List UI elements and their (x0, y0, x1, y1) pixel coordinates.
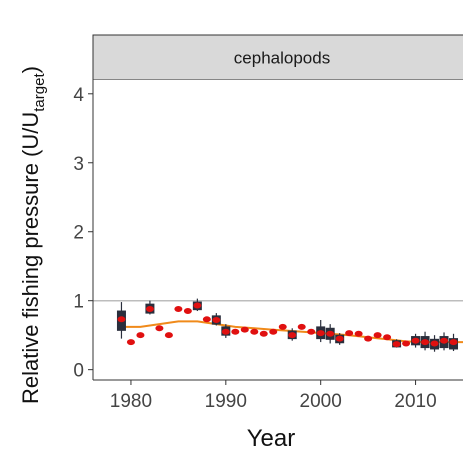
data-marks (116, 298, 463, 352)
y-axis-title-subscript: target (31, 73, 48, 112)
data-point (136, 332, 145, 339)
data-point (155, 325, 164, 332)
data-point (240, 326, 249, 333)
panel-background (93, 80, 463, 380)
data-point (364, 335, 373, 342)
data-point (164, 332, 173, 339)
data-point (307, 328, 316, 335)
y-axis-title-main: Relative fishing pressure (U/U (18, 112, 43, 404)
facet-strip (92, 34, 463, 81)
data-point (183, 308, 192, 315)
facet-strip-label: cephalopods (234, 49, 330, 68)
data-point (288, 332, 297, 339)
x-tick-label: 1990 (205, 391, 247, 412)
data-point (259, 330, 268, 337)
data-point (117, 316, 126, 323)
x-tick-label: 2000 (300, 391, 342, 412)
y-axis-title-close: ) (18, 66, 43, 73)
data-point (345, 330, 354, 337)
y-axis-title: Relative fishing pressure (U/Utarget) (18, 66, 48, 404)
data-point (392, 341, 401, 348)
data-point (145, 305, 154, 312)
data-point (221, 328, 230, 335)
data-point (326, 330, 335, 337)
data-point (449, 339, 458, 346)
data-point (335, 335, 344, 342)
y-axis-ticks: 0 1 2 3 4 (73, 85, 93, 382)
y-tick-label: 0 (73, 361, 84, 382)
data-point (440, 337, 449, 344)
data-point (212, 317, 221, 323)
data-point (250, 328, 259, 335)
data-point (421, 339, 430, 346)
data-point (383, 334, 392, 341)
y-tick-label: 1 (73, 292, 84, 313)
data-point (373, 332, 382, 339)
data-point (193, 302, 202, 309)
y-tick-label: 4 (73, 85, 84, 106)
data-point (411, 337, 420, 344)
data-point (316, 330, 325, 337)
data-point (297, 323, 306, 330)
x-tick-label: 2010 (394, 391, 436, 412)
x-tick-label: 1980 (110, 391, 152, 412)
data-point (269, 328, 278, 335)
data-point (174, 305, 183, 312)
data-point (354, 330, 363, 337)
x-axis-ticks: 1980 1990 2000 2010 (93, 379, 463, 412)
x-axis-title: Year (247, 425, 296, 452)
data-point (231, 328, 240, 335)
data-point (126, 339, 135, 346)
data-point (202, 316, 211, 323)
data-point (430, 340, 439, 347)
data-point (278, 323, 287, 330)
data-point (402, 340, 411, 347)
y-tick-label: 3 (73, 154, 84, 175)
y-tick-label: 2 (73, 223, 84, 244)
